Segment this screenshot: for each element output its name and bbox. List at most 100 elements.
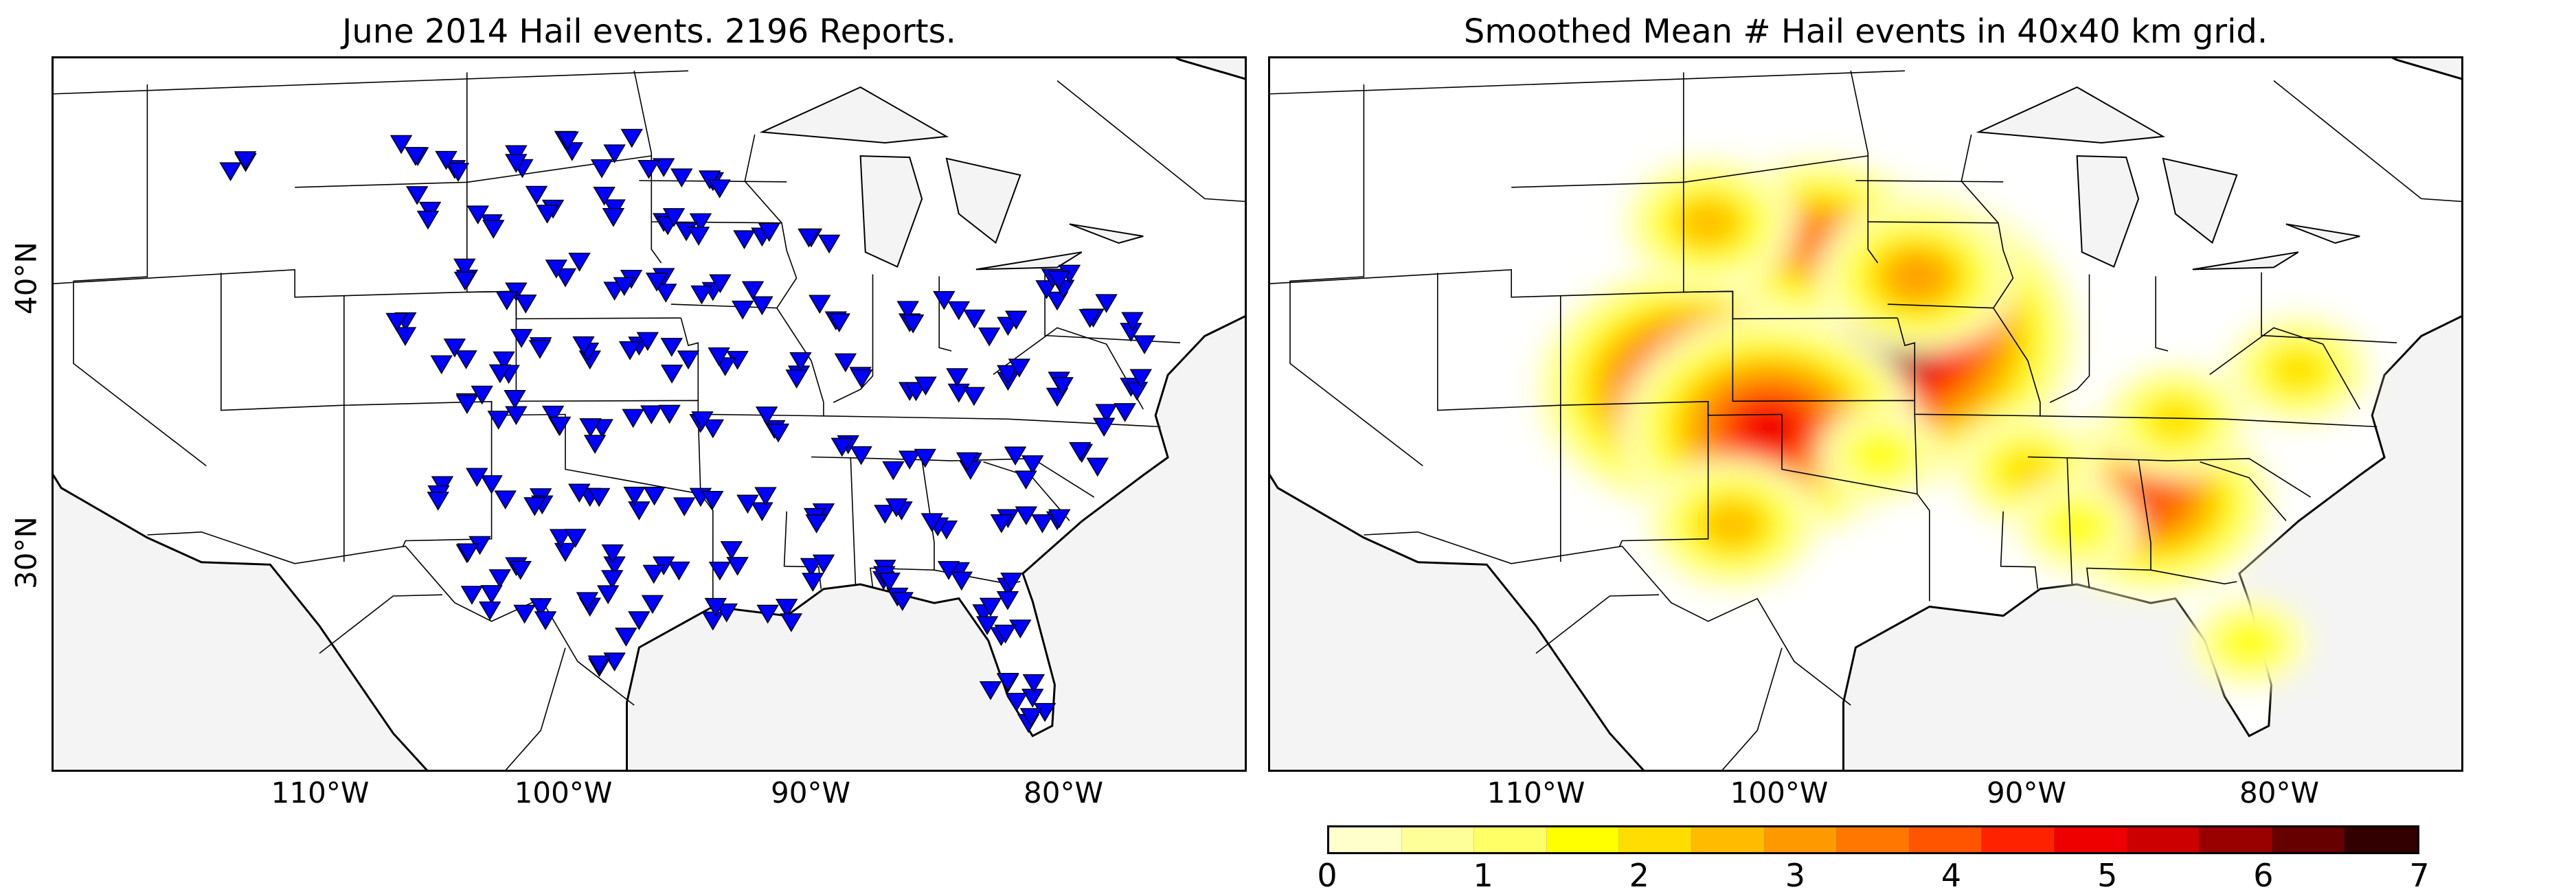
hail-report-marker xyxy=(850,446,872,466)
hail-report-marker xyxy=(541,405,565,425)
hail-report-marker xyxy=(1048,271,1070,290)
hail-report-marker xyxy=(510,329,533,348)
hail-report-marker xyxy=(628,501,651,520)
left-map-panel xyxy=(52,56,1247,772)
hail-report-marker xyxy=(691,411,714,431)
hail-report-marker xyxy=(802,573,824,592)
hail-report-marker xyxy=(775,599,798,618)
heat-contour xyxy=(2001,450,2055,492)
hail-report-marker xyxy=(219,162,242,181)
hail-report-marker xyxy=(800,558,823,577)
hail-report-marker xyxy=(549,529,572,549)
hail-report-marker xyxy=(572,336,595,356)
hail-report-marker xyxy=(975,616,999,636)
hail-report-marker xyxy=(536,205,558,224)
hail-report-marker xyxy=(785,369,808,389)
hail-report-marker xyxy=(874,505,896,524)
hail-report-marker xyxy=(994,624,1017,644)
left-map-svg xyxy=(54,58,1245,770)
hail-report-marker xyxy=(602,208,625,227)
heat-contour xyxy=(1706,504,1760,546)
hail-report-marker xyxy=(620,128,643,148)
hail-report-marker xyxy=(898,450,921,470)
hail-report-marker xyxy=(545,260,568,279)
colorbar-segment xyxy=(1837,827,1910,852)
hail-report-marker xyxy=(758,222,780,242)
hail-report-marker xyxy=(466,205,489,225)
hail-report-marker xyxy=(389,135,413,154)
hail-report-marker xyxy=(1069,442,1092,461)
hail-report-marker xyxy=(576,592,599,611)
hail-report-marker xyxy=(850,369,873,389)
hail-report-marker xyxy=(812,554,835,574)
lon-tick-110w-left: 110°W xyxy=(271,776,370,810)
hail-report-marker xyxy=(1048,509,1071,529)
hail-report-marker xyxy=(471,385,493,405)
lon-tick-90w-right: 90°W xyxy=(1987,776,2066,810)
hail-report-marker xyxy=(733,230,756,250)
hail-report-marker xyxy=(455,350,477,369)
hail-report-marker xyxy=(1000,573,1023,592)
hail-report-marker xyxy=(701,419,725,439)
hail-report-marker xyxy=(996,591,1019,610)
lat-tick-30n: 30°N xyxy=(9,516,43,589)
lon-tick-80w-left: 80°W xyxy=(1024,776,1103,810)
hail-report-marker xyxy=(831,437,853,457)
hail-report-marker xyxy=(1121,312,1144,332)
hail-report-marker xyxy=(515,295,537,314)
hail-report-marker xyxy=(882,461,905,481)
hail-report-marker xyxy=(460,586,484,605)
hail-report-marker xyxy=(920,513,944,532)
hail-report-marker xyxy=(709,274,732,294)
colorbar-segment xyxy=(1619,827,1692,852)
hail-report-marker xyxy=(896,301,919,320)
colorbar-tick-label: 4 xyxy=(1941,857,1962,894)
hail-report-marker xyxy=(751,296,773,316)
hail-report-marker xyxy=(587,488,611,507)
hail-report-marker xyxy=(701,611,725,631)
hail-report-marker xyxy=(435,150,457,170)
hail-report-marker xyxy=(767,423,790,443)
hail-report-marker xyxy=(528,340,552,359)
hail-report-marker xyxy=(754,487,777,506)
heat-contour xyxy=(2148,399,2202,441)
hail-report-marker xyxy=(554,542,577,562)
hail-report-marker xyxy=(642,564,665,584)
hail-report-marker xyxy=(493,351,515,371)
hail-report-marker xyxy=(487,411,510,430)
hail-report-marker xyxy=(405,186,429,205)
colorbar-segment xyxy=(2272,827,2345,852)
hail-report-marker xyxy=(933,290,956,310)
hail-report-marker xyxy=(914,376,937,396)
hail-report-marker xyxy=(583,435,607,455)
hail-report-marker xyxy=(878,572,901,592)
colorbar-segment xyxy=(1764,827,1838,852)
hail-report-marker xyxy=(529,598,552,617)
right-map-title: Smoothed Mean # Hail events in 40x40 km … xyxy=(1463,12,2268,51)
heatmap-layer xyxy=(1531,153,2375,692)
hail-report-marker xyxy=(979,597,1002,617)
hail-report-marker xyxy=(564,529,587,548)
hail-report-marker xyxy=(427,492,449,511)
hail-report-marker xyxy=(1095,404,1118,423)
hail-report-marker xyxy=(996,672,1019,692)
colorbar-segment xyxy=(2054,827,2127,852)
hail-report-marker xyxy=(416,210,440,230)
hail-report-marker xyxy=(956,452,979,472)
hail-report-marker xyxy=(1004,446,1027,466)
hail-report-marker xyxy=(901,314,925,334)
hail-report-marker xyxy=(556,131,579,150)
hail-report-marker xyxy=(601,570,624,589)
state-borders xyxy=(1270,70,2461,770)
hail-report-marker xyxy=(457,543,479,562)
heat-contour xyxy=(2222,621,2276,663)
hail-report-marker xyxy=(1086,457,1109,477)
hail-report-marker xyxy=(950,571,973,591)
hail-report-marker xyxy=(534,611,557,630)
hail-report-marker xyxy=(525,185,548,205)
hail-report-marker xyxy=(708,561,732,581)
hail-report-marker xyxy=(430,355,453,375)
hail-report-marker xyxy=(731,300,754,320)
heat-contour xyxy=(1743,407,1797,449)
hail-report-marker xyxy=(704,597,727,617)
